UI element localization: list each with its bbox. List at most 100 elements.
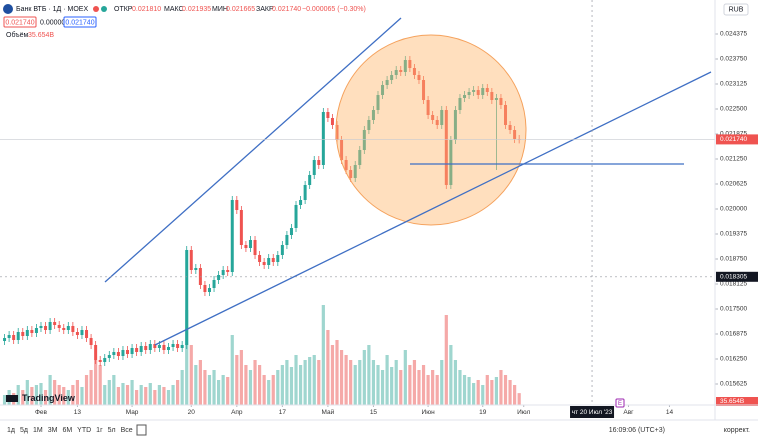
volume-bar bbox=[135, 390, 139, 405]
volume-bar bbox=[216, 380, 221, 405]
range-button[interactable]: 1М bbox=[33, 427, 43, 434]
range-button[interactable]: 1д bbox=[7, 427, 15, 434]
volume-bar bbox=[412, 360, 417, 405]
volume-bar bbox=[257, 365, 262, 405]
x-tick-label: 17 bbox=[279, 409, 287, 416]
candle-body bbox=[244, 245, 248, 248]
candle-body bbox=[385, 80, 389, 85]
volume-bar bbox=[440, 360, 444, 405]
candle-body bbox=[230, 200, 234, 272]
volume-bar bbox=[472, 383, 476, 405]
event-label: E bbox=[618, 401, 622, 407]
volume-bar bbox=[339, 350, 344, 405]
status-dot bbox=[93, 6, 99, 12]
volume-bar bbox=[244, 365, 248, 405]
y-tick-label: 0.023750 bbox=[720, 56, 747, 63]
candle-body bbox=[66, 326, 70, 330]
volume-bar bbox=[376, 365, 380, 405]
volume-bar bbox=[330, 345, 335, 405]
candle-body bbox=[144, 346, 148, 350]
candle-body bbox=[399, 70, 403, 72]
volume-bar bbox=[444, 315, 448, 405]
currency: RUB bbox=[729, 6, 744, 13]
candle-body bbox=[422, 80, 426, 100]
candle-body bbox=[253, 240, 257, 255]
volume-bar bbox=[144, 387, 148, 405]
x-tick-label: 20 bbox=[188, 409, 196, 416]
range-button[interactable]: Все bbox=[121, 427, 133, 434]
volume-bar bbox=[499, 370, 503, 405]
candle-body bbox=[103, 358, 107, 362]
range-button[interactable]: YTD bbox=[77, 427, 91, 434]
range-button[interactable]: 6М bbox=[62, 427, 72, 434]
range-button[interactable]: 5л bbox=[108, 427, 116, 434]
candle-body bbox=[203, 285, 207, 292]
candle-body bbox=[285, 235, 289, 245]
y-tick-label: 0.024375 bbox=[720, 31, 747, 38]
y-tick-label: 0.016875 bbox=[720, 331, 747, 338]
candle-body bbox=[321, 112, 325, 165]
candle-body bbox=[194, 268, 198, 270]
event-marker[interactable] bbox=[615, 398, 625, 408]
volume-bar bbox=[112, 375, 116, 405]
crosshair-price-label: 0.018305 bbox=[720, 274, 747, 281]
range-button[interactable]: 5д bbox=[20, 427, 28, 434]
calendar-icon[interactable] bbox=[136, 424, 147, 436]
range-button[interactable]: 1г bbox=[96, 427, 103, 434]
x-tick-label: 19 bbox=[479, 409, 487, 416]
volume-bar bbox=[513, 385, 517, 405]
candle-body bbox=[476, 90, 480, 95]
volume-bar bbox=[194, 365, 198, 405]
volume-bar bbox=[89, 370, 93, 405]
y-tick-label: 0.021875 bbox=[720, 131, 747, 138]
volume-bar bbox=[426, 375, 430, 405]
logo-mark bbox=[6, 395, 18, 402]
candle-body bbox=[171, 344, 175, 347]
candle-body bbox=[185, 250, 189, 345]
candle-body bbox=[80, 330, 84, 335]
adjust[interactable]: коррект. bbox=[724, 427, 750, 434]
volume-bar bbox=[185, 310, 189, 405]
volume-bar bbox=[485, 375, 489, 405]
volume-bar bbox=[221, 375, 225, 405]
volume-bar bbox=[62, 387, 66, 405]
candle-body bbox=[426, 100, 430, 115]
volume-bar bbox=[53, 380, 57, 405]
volume-bar bbox=[43, 390, 48, 405]
volume-bar bbox=[267, 380, 271, 405]
volume-bar bbox=[189, 345, 193, 405]
volume-bar bbox=[394, 360, 398, 405]
candle-body bbox=[267, 258, 271, 265]
volume-bar bbox=[80, 387, 84, 405]
candle-body bbox=[89, 338, 93, 345]
candle-body bbox=[371, 110, 375, 120]
volume-bar bbox=[2, 395, 7, 405]
bid-box[interactable] bbox=[3, 16, 37, 28]
x-tick-label: Июн bbox=[422, 409, 436, 416]
candle-body bbox=[139, 346, 143, 352]
volume-bar bbox=[21, 390, 25, 405]
range-toolbar: 1д 5д 1М 3М 6М YTD 1г 5л Все bbox=[7, 427, 133, 434]
range-button[interactable]: 3М bbox=[48, 427, 58, 434]
candle-body bbox=[444, 110, 448, 185]
volume-bar bbox=[139, 385, 143, 405]
ask-box[interactable] bbox=[63, 16, 97, 28]
candle-body bbox=[3, 338, 7, 341]
y-tick-label: 0.022500 bbox=[720, 106, 747, 113]
volume-bar bbox=[326, 330, 330, 405]
candle-body bbox=[280, 245, 284, 255]
logo: TradingView bbox=[22, 393, 76, 403]
volume-bar bbox=[403, 350, 407, 405]
volume-bar bbox=[367, 345, 371, 405]
candle-body bbox=[262, 262, 266, 265]
currency-box[interactable] bbox=[723, 3, 749, 16]
candle-body bbox=[57, 325, 61, 328]
volume-bar bbox=[508, 380, 512, 405]
candle-body bbox=[94, 345, 98, 360]
volume-bar bbox=[289, 367, 294, 405]
volume-bar bbox=[121, 383, 125, 405]
symbol: Банк ВТБ · 1Д · MOEX bbox=[16, 6, 88, 13]
volume-bar bbox=[125, 385, 130, 405]
candle-body bbox=[458, 98, 462, 110]
volume-bar bbox=[103, 385, 107, 405]
